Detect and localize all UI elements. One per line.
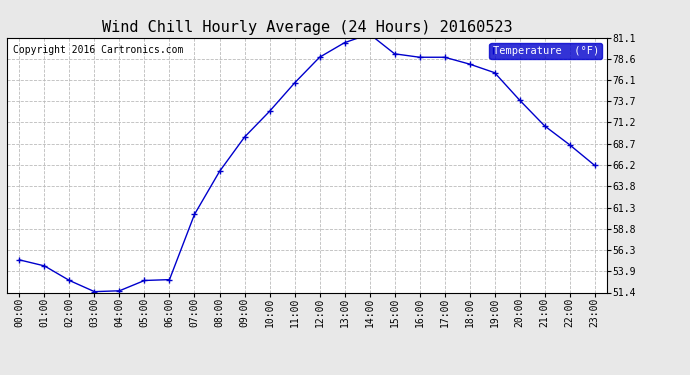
Title: Wind Chill Hourly Average (24 Hours) 20160523: Wind Chill Hourly Average (24 Hours) 201… — [101, 20, 513, 35]
Text: Copyright 2016 Cartronics.com: Copyright 2016 Cartronics.com — [13, 45, 184, 55]
Legend: Temperature  (°F): Temperature (°F) — [489, 43, 602, 59]
